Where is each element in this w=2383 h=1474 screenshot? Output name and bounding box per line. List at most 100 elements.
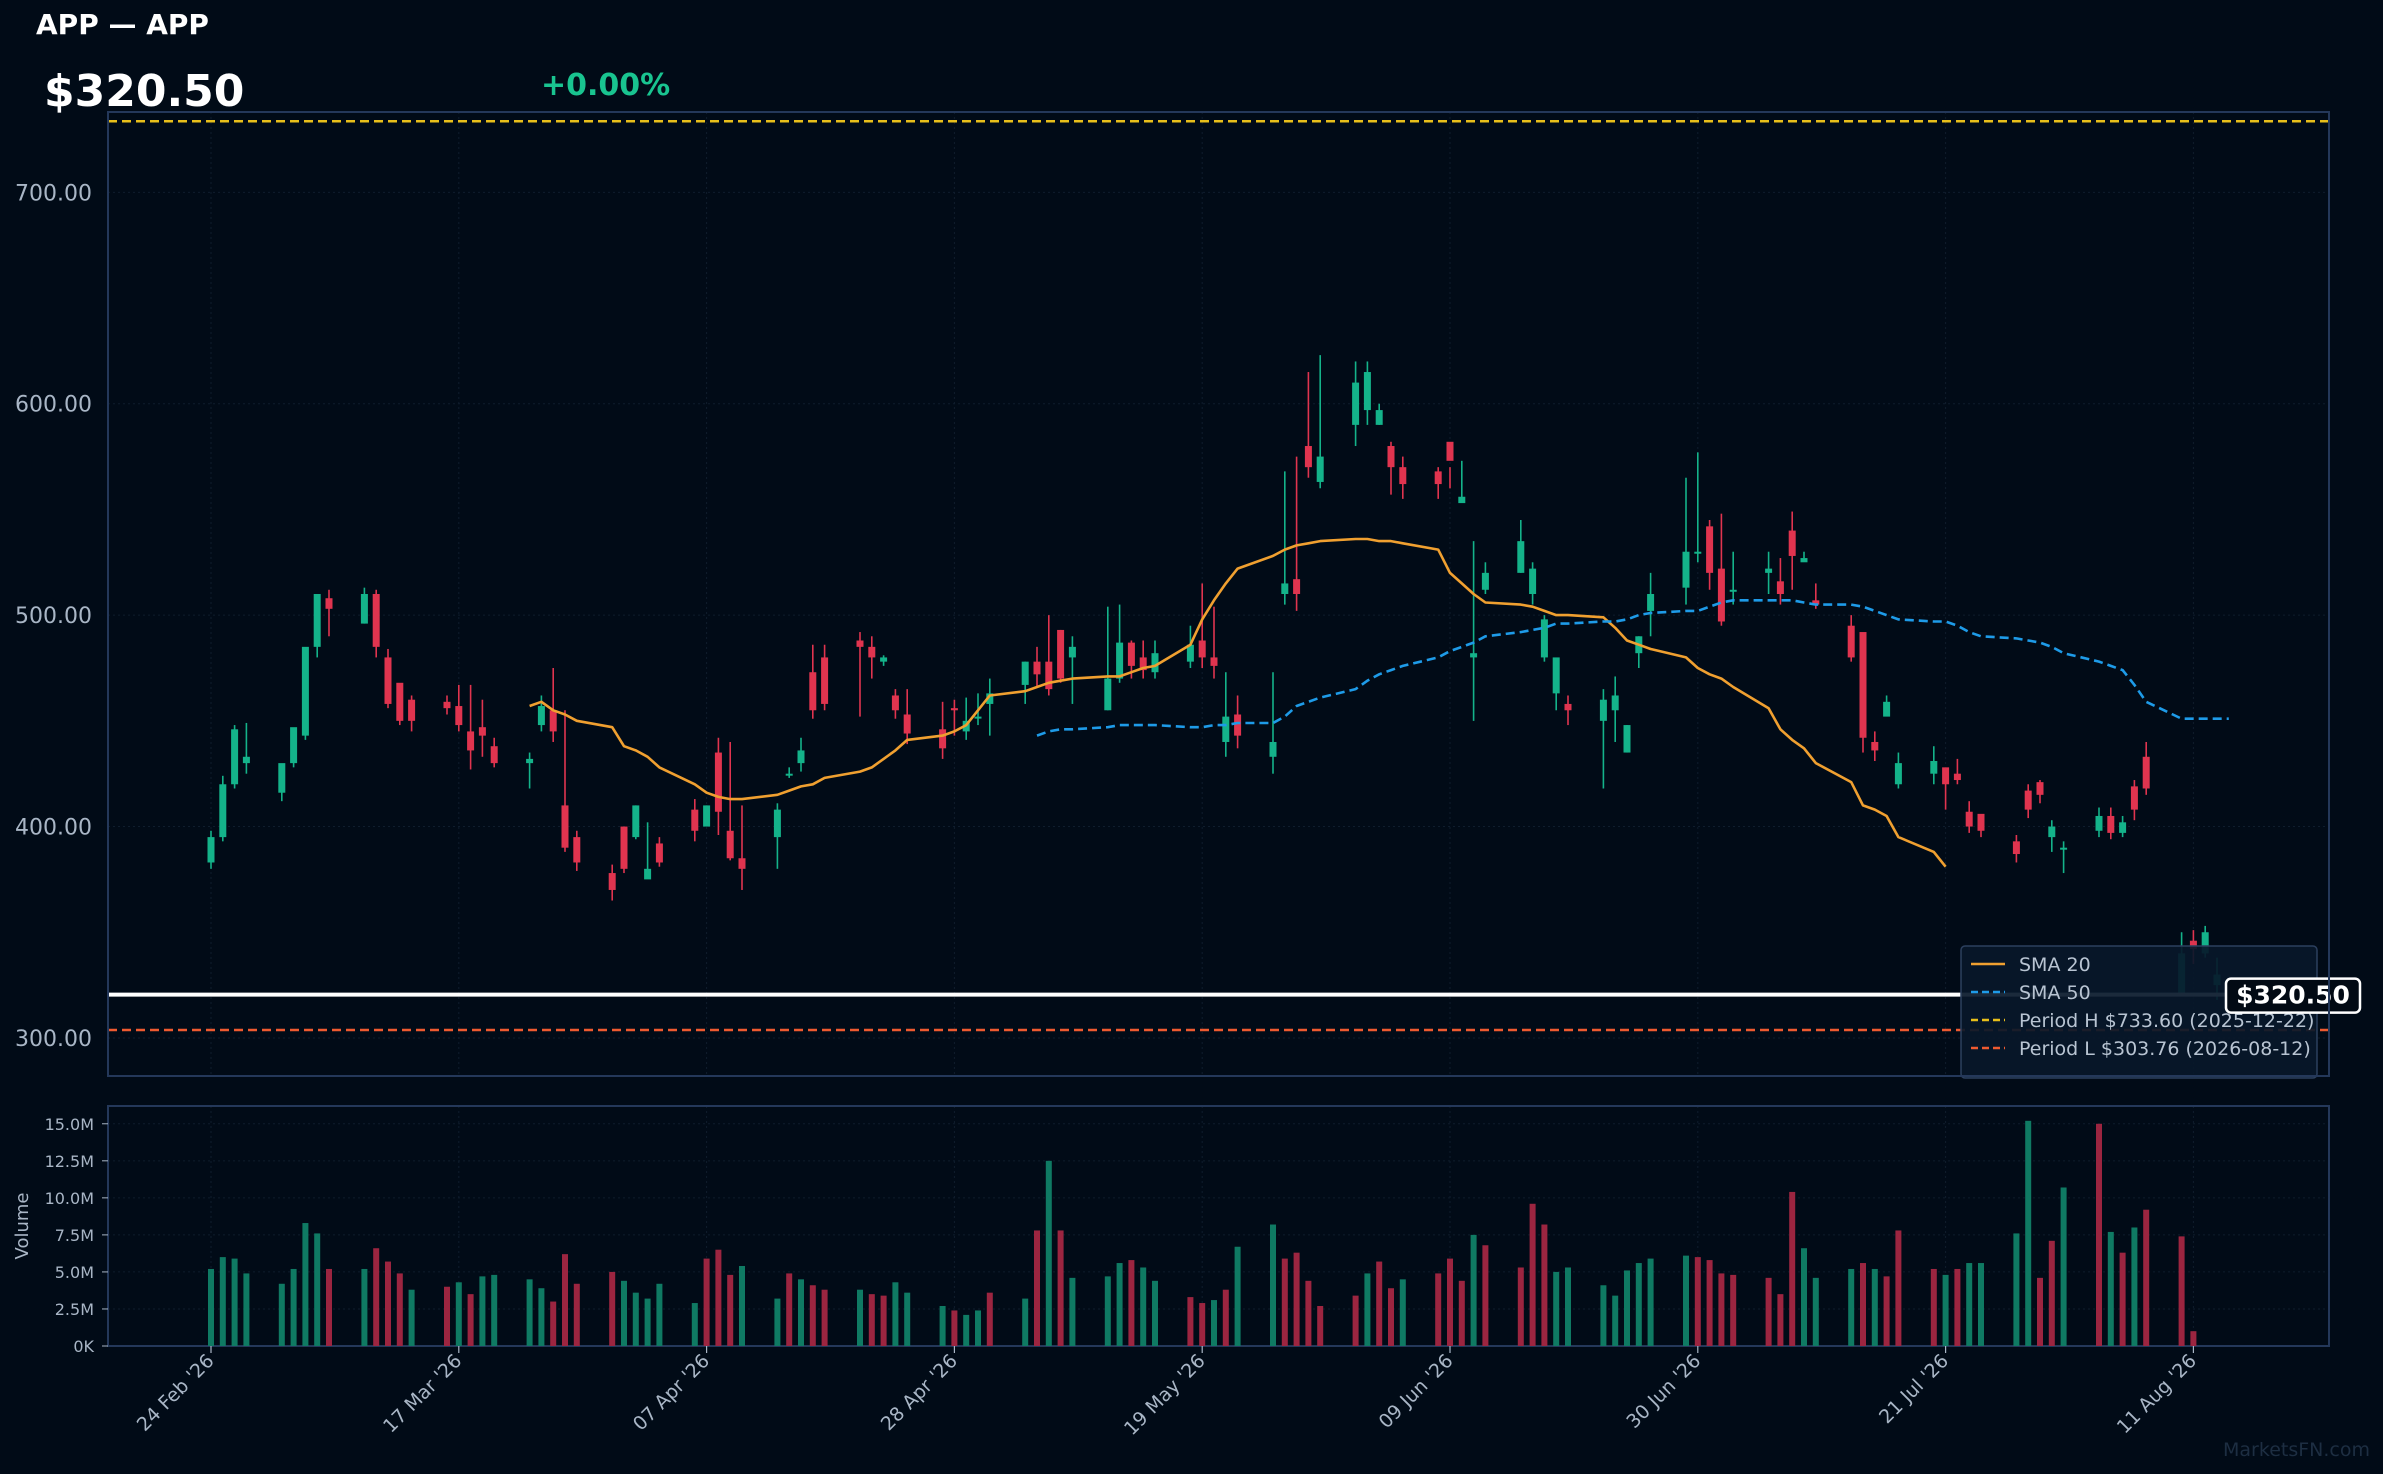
candle-body [1965, 811, 1973, 827]
volume-bar [326, 1268, 332, 1346]
volume-bar [892, 1282, 899, 1346]
volume-bar [1352, 1295, 1359, 1346]
volume-bar [1140, 1267, 1147, 1346]
candle-body [219, 784, 227, 838]
volume-bar [538, 1288, 545, 1346]
candle-body [903, 714, 911, 734]
candle-body [1894, 763, 1902, 785]
candle-body [1953, 773, 1961, 781]
candle-body [1151, 653, 1159, 673]
candle-body [608, 873, 616, 890]
candle-body [1847, 625, 1855, 658]
candle-body [1068, 646, 1076, 658]
volume-bar [880, 1295, 887, 1346]
volume-bar [573, 1283, 580, 1346]
candle-body [313, 594, 321, 647]
candle-body [1942, 767, 1950, 785]
price-tick-label: 400.00 [15, 816, 92, 841]
volume-bar [1718, 1273, 1725, 1346]
volume-bar [857, 1289, 863, 1346]
volume-bar [408, 1289, 415, 1346]
volume-bar [1848, 1268, 1855, 1346]
candle-body [1127, 642, 1135, 666]
last-price-tag-box [2224, 977, 2362, 1014]
volume-bar [1069, 1277, 1076, 1346]
volume-bar [1683, 1255, 1689, 1346]
candle-body [1269, 741, 1277, 757]
volume-bar [621, 1280, 627, 1346]
price-tick-label: 300.00 [15, 1027, 92, 1052]
volume-axis-label: Volume [12, 1193, 33, 1260]
volume-bar [1647, 1258, 1654, 1346]
candle-body [2130, 786, 2138, 810]
volume-tick-label: 2.5M [55, 1300, 94, 1319]
candle-body [1977, 813, 1985, 831]
candle-body [2060, 847, 2068, 850]
candle-body [1104, 678, 1112, 711]
volume-bar [1270, 1224, 1276, 1346]
volume-bar [1128, 1260, 1135, 1346]
candle-body [1186, 644, 1194, 662]
candle-body [726, 830, 734, 859]
candle-body [1694, 551, 1702, 554]
candle-body [1788, 530, 1796, 556]
candle-body [797, 750, 805, 764]
candle-body [1765, 568, 1773, 573]
volume-bar [290, 1268, 297, 1346]
volume-bar [904, 1292, 911, 1346]
x-tick-label: 07 Apr '26 [629, 1350, 714, 1435]
volume-bar [562, 1254, 568, 1346]
volume-bar [1730, 1274, 1737, 1346]
volume-bar [1057, 1230, 1064, 1346]
volume-bar [1624, 1270, 1630, 1346]
candle-body [1470, 653, 1478, 658]
volume-bar [1470, 1234, 1477, 1346]
candle-body [1930, 761, 1938, 774]
candle-body [1682, 551, 1690, 588]
candle-body [1033, 661, 1041, 675]
candle-body [1446, 441, 1454, 461]
volume-bar [1435, 1273, 1442, 1346]
volume-bar [1930, 1268, 1937, 1346]
volume-bar [1211, 1300, 1217, 1346]
volume-bar [243, 1273, 250, 1346]
candle-body [2048, 826, 2056, 838]
x-tick-label: 30 Jun '26 [1622, 1350, 1705, 1433]
volume-bar [809, 1285, 816, 1346]
candle-body [290, 727, 298, 764]
volume-bar [302, 1223, 309, 1346]
volume-bar [2096, 1123, 2102, 1346]
volume-bar [373, 1248, 380, 1346]
volume-tick-label: 15.0M [45, 1115, 94, 1134]
x-tick-label: 19 May '26 [1120, 1350, 1210, 1440]
candle-body [880, 657, 888, 662]
volume-bar [314, 1233, 321, 1346]
volume-bar [219, 1257, 226, 1346]
volume-bar [208, 1268, 214, 1346]
candle-body [809, 672, 817, 711]
volume-bar [739, 1266, 745, 1346]
candle-body [785, 773, 793, 776]
legend-label-sma50: SMA 50 [2019, 982, 2091, 1004]
candle-body [2119, 822, 2127, 833]
candle-body [950, 708, 958, 711]
volume-bar [632, 1292, 639, 1346]
x-tick-label: 24 Feb '26 [133, 1350, 219, 1436]
volume-bar [1553, 1271, 1560, 1346]
candle-body [1871, 741, 1879, 751]
candle-body [986, 693, 994, 704]
volume-bar [1801, 1248, 1807, 1346]
candle-body [1116, 642, 1124, 679]
candle-body [644, 868, 652, 880]
candle-body [1776, 581, 1784, 594]
volume-tick-label: 12.5M [45, 1152, 94, 1171]
volume-tick-label: 10.0M [45, 1189, 94, 1208]
candle-body [325, 598, 333, 609]
volume-bar [1234, 1246, 1241, 1346]
volume-bar [2048, 1240, 2055, 1346]
candle-body [1800, 558, 1808, 563]
volume-bar [774, 1298, 781, 1346]
volume-bar [1293, 1252, 1300, 1346]
volume-bar [786, 1273, 793, 1346]
